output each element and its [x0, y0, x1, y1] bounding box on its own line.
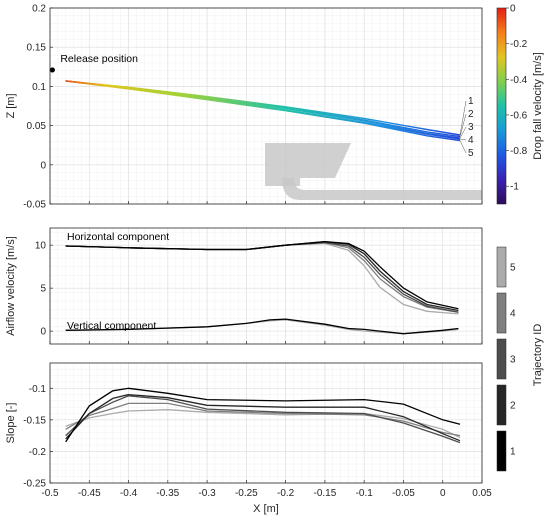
y-tick-label: 0: [40, 327, 46, 338]
y-tick-label: 10: [35, 241, 47, 252]
trajectory-id-swatch: [496, 430, 507, 472]
apparatus-shape: [265, 143, 482, 200]
middle-y-axis-label: Airflow velocity [m/s]: [5, 236, 17, 336]
trajectory-callout-label: 1: [468, 96, 474, 107]
trajectory-id-label: 2: [510, 401, 516, 412]
y-tick-label: -0.15: [23, 415, 46, 426]
release-position-marker: [49, 67, 55, 73]
trajectory-line: [65, 80, 461, 136]
trajectory-id-swatch: [496, 384, 507, 426]
velocity-colorbar: [496, 7, 507, 205]
y-tick-label: 0.05: [27, 121, 47, 132]
colorbar-tick-label: -1: [510, 182, 519, 193]
trajectory-callout-label: 3: [468, 122, 474, 133]
middle-y-ticks: 0 5 10: [35, 241, 53, 338]
colorbar-tick-label: -0.2: [510, 39, 528, 50]
y-tick-label: -0.1: [29, 384, 47, 395]
trajectory-id-label: 5: [510, 263, 516, 274]
trajectory-id-label: 3: [510, 355, 516, 366]
x-tick-label: -0.15: [314, 488, 337, 499]
top-y-axis-label: Z [m]: [5, 93, 17, 118]
x-tick-label: 0.05: [472, 488, 492, 499]
trajectory-callouts: 1 2 3 4 5: [459, 96, 474, 159]
y-tick-label: -0.25: [23, 479, 46, 490]
x-tick-label: -0.45: [78, 488, 101, 499]
x-tick-label: -0.4: [120, 488, 138, 499]
bottom-axes-frame: [49, 362, 483, 484]
trajectory-panel: 1 2 3 4 5 -0.05 0 0.05 0.1 0.15 0.2 Release posit…: [5, 4, 544, 211]
x-tick-label: -0.35: [156, 488, 179, 499]
trajectory-callout-label: 5: [468, 148, 474, 159]
velocity-colorbar-ticks: 0 -0.2 -0.4 -0.6 -0.8 -1: [506, 4, 528, 193]
trajectory-id-swatch: [496, 246, 507, 288]
bottom-y-ticks: -0.25 -0.2 -0.15 -0.1: [23, 384, 53, 490]
slope-lines: [65, 387, 461, 444]
x-tick-label: -0.05: [392, 488, 415, 499]
callout-line: [459, 100, 467, 136]
vertical-component-label: Vertical component: [67, 320, 156, 332]
y-tick-label: -0.05: [23, 200, 46, 211]
trajectory-id-swatch: [496, 292, 507, 334]
slope-line: [65, 387, 461, 443]
y-tick-label: 0: [40, 160, 46, 171]
colorbar-tick-label: -0.6: [510, 110, 528, 121]
bottom-y-axis-label: Slope [-]: [5, 403, 17, 444]
trajectory-callout-label: 4: [468, 135, 474, 146]
slope-line: [65, 395, 461, 444]
horizontal-airflow-line: [65, 241, 459, 310]
y-tick-label: 0.15: [27, 43, 47, 54]
colorbar-tick-label: 0: [510, 4, 516, 15]
x-axis-label: X [m]: [253, 503, 279, 515]
callout-line: [459, 126, 467, 139]
trajectory-callout-label: 2: [468, 109, 474, 120]
horizontal-component-label: Horizontal component: [67, 231, 169, 243]
y-tick-label: 0.1: [32, 82, 46, 93]
x-tick-label: -0.5: [41, 488, 59, 499]
airflow-lines: [65, 241, 459, 335]
y-tick-label: -0.2: [29, 447, 47, 458]
x-tick-label: -0.2: [277, 488, 295, 499]
release-position-label: Release position: [60, 53, 138, 65]
x-tick-label: -0.3: [198, 488, 216, 499]
middle-x-ticks: [49, 341, 483, 344]
trajectory-line: [65, 80, 461, 139]
trajectory-id-label: 4: [510, 309, 516, 320]
colorbar-tick-label: -0.4: [510, 75, 528, 86]
x-tick-label: 0: [440, 488, 446, 499]
trajectory-id-label: 1: [510, 447, 516, 458]
slope-line: [65, 402, 461, 437]
slope-line: [65, 393, 461, 442]
x-tick-label: -0.1: [356, 488, 374, 499]
callout-line: [459, 140, 467, 154]
velocity-colorbar-label: Drop fall velocity [m/s]: [532, 52, 544, 160]
x-tick-label: -0.25: [235, 488, 258, 499]
vertical-airflow-line: [65, 318, 459, 335]
top-axes-frame: [49, 7, 483, 205]
trajectory-id-colorbar-label: Trajectory ID: [532, 324, 544, 387]
middle-axes-frame: [49, 227, 483, 345]
slope-panel: -0.5 -0.45 -0.4 -0.35 -0.3 -0.25 -0.2 -0.15 -0.1…: [5, 362, 492, 515]
middle-grid: [49, 228, 483, 345]
trajectory-id-swatch: [496, 338, 507, 380]
trajectory-line: [65, 80, 461, 142]
y-tick-label: 5: [40, 284, 46, 295]
bottom-x-ticks: -0.5 -0.45 -0.4 -0.35 -0.3 -0.25 -0.2 -0.15 -0.1…: [41, 480, 492, 499]
trajectory-lines: [65, 80, 461, 142]
y-tick-label: 0.2: [32, 4, 46, 15]
top-y-ticks: -0.05 0 0.05 0.1 0.15 0.2: [23, 4, 53, 211]
trajectory-id-colorbar: 5 4 3 2 1: [496, 246, 516, 472]
callout-line: [459, 138, 467, 141]
colorbar-tick-label: -0.8: [510, 146, 528, 157]
callout-line: [459, 113, 467, 137]
airflow-panel: 0 5 10 Horizontal component Vertical compo…: [5, 227, 544, 472]
